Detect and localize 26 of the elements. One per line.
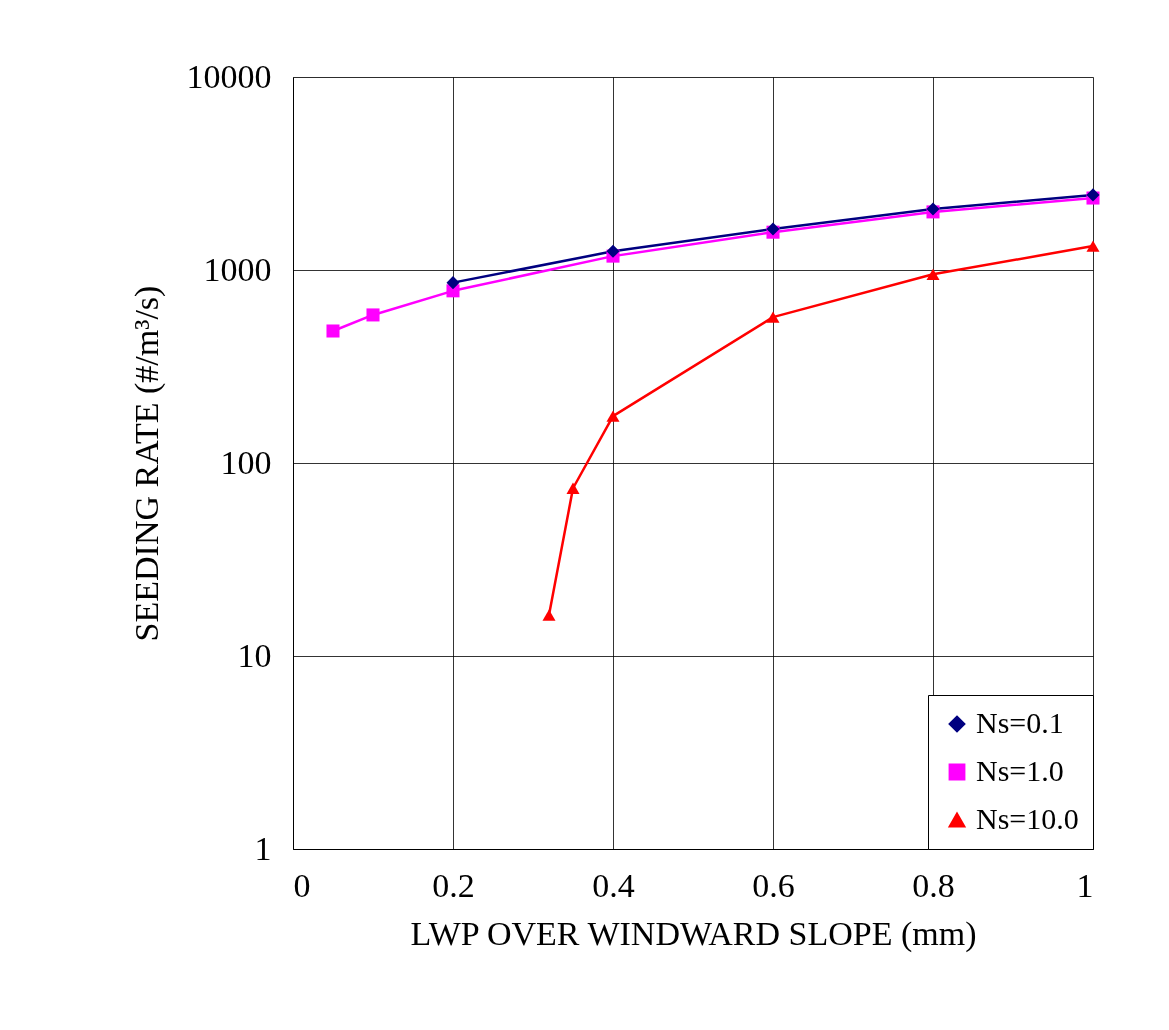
x-tick-label: 0.2 bbox=[432, 866, 475, 904]
point bbox=[606, 244, 620, 258]
point bbox=[766, 311, 780, 323]
x-tick-label: 0.6 bbox=[752, 866, 795, 904]
legend-label: Ns=10.0 bbox=[976, 802, 1079, 835]
y-tick-label: 10 bbox=[237, 636, 272, 674]
x-axis-title: LWP OVER WINDWARD SLOPE (mm) bbox=[410, 914, 977, 953]
x-tick-label: 0 bbox=[293, 866, 311, 904]
point bbox=[366, 308, 380, 322]
y-tick-label: 100 bbox=[220, 443, 272, 481]
point bbox=[326, 324, 340, 338]
point bbox=[606, 410, 620, 422]
x-tick-label: 1 bbox=[1076, 866, 1094, 904]
point bbox=[926, 268, 940, 280]
y-tick-label: 10000 bbox=[186, 57, 272, 95]
point bbox=[446, 276, 460, 290]
y-tick-label: 1 bbox=[254, 829, 272, 867]
point bbox=[542, 609, 556, 621]
x-tick-label: 0.8 bbox=[912, 866, 955, 904]
y-axis-title: SEEDING RATE (#/m³/s) bbox=[127, 285, 166, 642]
point bbox=[1086, 240, 1100, 252]
y-tick-label: 1000 bbox=[203, 250, 272, 288]
legend-label: Ns=0.1 bbox=[976, 706, 1064, 739]
x-tick-label: 0.4 bbox=[592, 866, 635, 904]
legend-label: Ns=1.0 bbox=[976, 754, 1064, 787]
point bbox=[566, 482, 580, 494]
